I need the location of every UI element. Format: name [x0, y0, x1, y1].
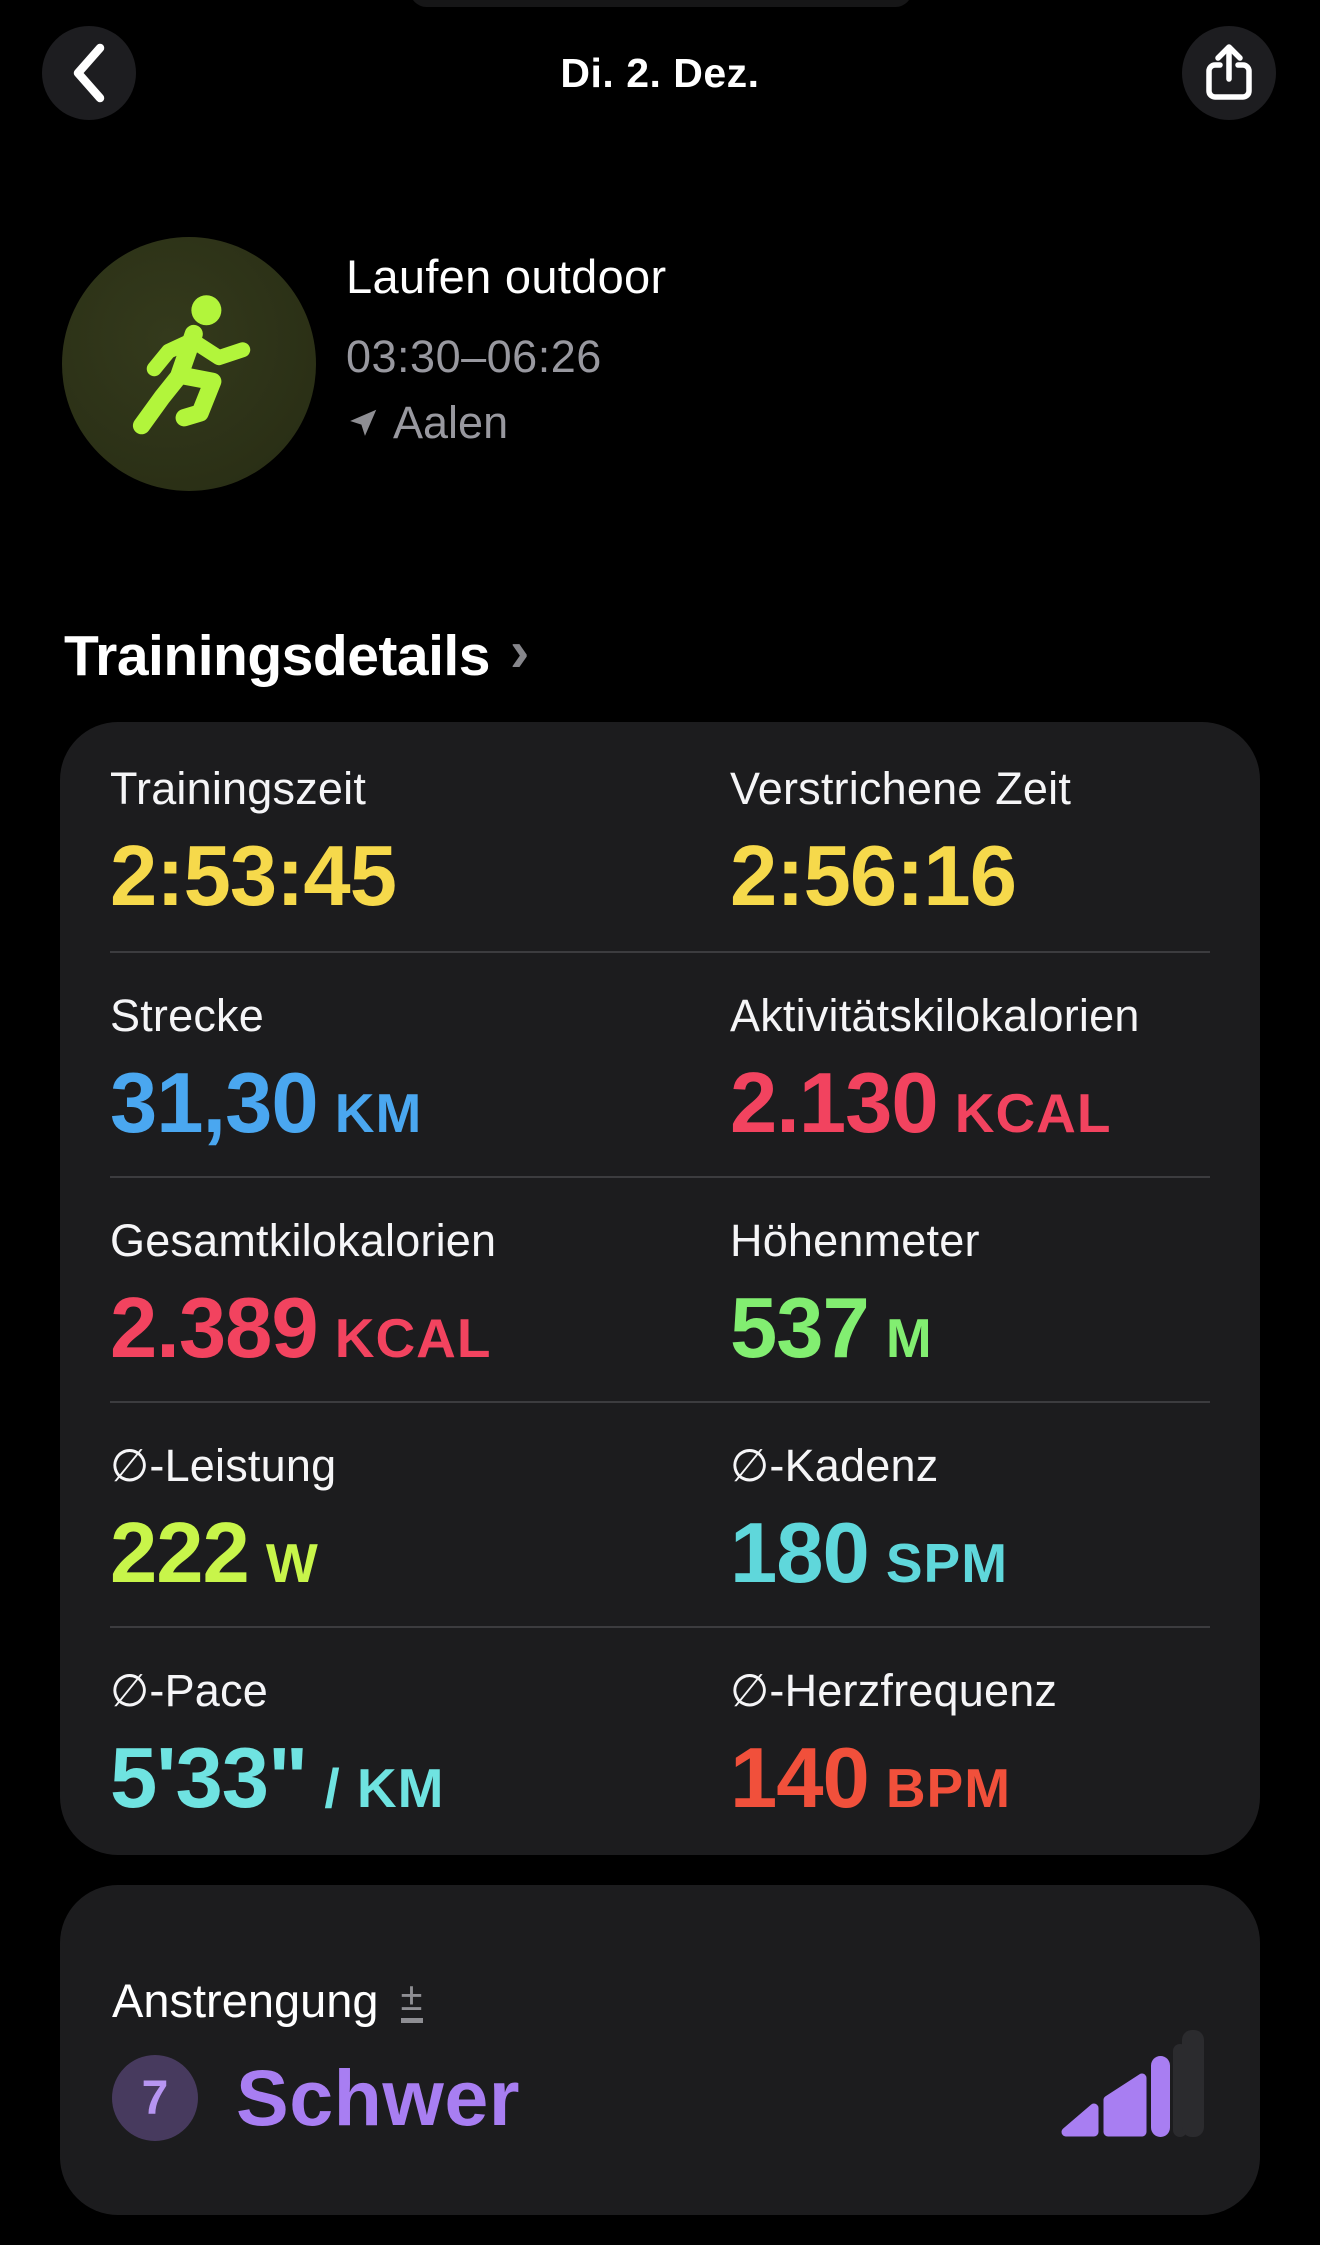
workout-location: Aalen: [346, 397, 666, 449]
share-icon: [1206, 44, 1252, 100]
share-button[interactable]: [1182, 26, 1276, 120]
stat-value: 180 SPM: [730, 1505, 1210, 1603]
stat-value: 2:53:45: [110, 828, 730, 926]
stat-label: Strecke: [110, 990, 264, 1041]
stat-label: Trainingszeit: [110, 763, 367, 814]
stat-label: Höhenmeter: [730, 1215, 980, 1266]
stat-value: 2.130 KCAL: [730, 1055, 1210, 1153]
stat-cell: Höhenmeter 537 M: [730, 1176, 1210, 1401]
stats-grid: Trainingszeit 2:53:45 Verstrichene Zeit 2:5…: [60, 722, 1260, 1855]
stat-value: 31,30 KM: [110, 1055, 730, 1153]
stat-value: 222 W: [110, 1505, 730, 1603]
stat-unit: KCAL: [334, 1306, 492, 1369]
stat-number: 5'33": [110, 1730, 308, 1826]
effort-bars-icon: [1061, 2030, 1204, 2137]
stat-label: Aktivitätskilokalorien: [730, 990, 1140, 1041]
stat-value: 140 BPM: [730, 1730, 1210, 1828]
stat-unit: / KM: [324, 1756, 445, 1819]
stat-label: Gesamtkilokalorien: [110, 1215, 497, 1266]
stat-number: 2:56:16: [730, 828, 1017, 924]
stat-number: 180: [730, 1505, 870, 1601]
stat-unit: KCAL: [954, 1081, 1112, 1144]
stat-value: 2.389 KCAL: [110, 1280, 730, 1378]
effort-header: Anstrengung ±: [112, 1973, 1204, 2028]
workout-activity: Laufen outdoor: [346, 250, 667, 303]
stat-unit: W: [265, 1531, 319, 1594]
stat-cell: Gesamtkilokalorien 2.389 KCAL: [110, 1176, 730, 1401]
stat-label: Verstrichene Zeit: [730, 763, 1072, 814]
stat-number: 31,30: [110, 1055, 319, 1151]
stat-number: 537: [730, 1280, 870, 1376]
stat-unit: BPM: [885, 1756, 1012, 1819]
effort-rating-label: Schwer: [236, 2053, 521, 2142]
stat-cell: ∅-Leistung 222 W: [110, 1401, 730, 1626]
page-title: Di. 2. Dez.: [560, 49, 760, 96]
training-details-link[interactable]: Trainingsdetails ›: [64, 618, 529, 693]
stat-cell: Trainingszeit 2:53:45: [110, 726, 730, 951]
dynamic-island: [410, 0, 912, 7]
stat-cell: Aktivitätskilokalorien 2.130 KCAL: [730, 951, 1210, 1176]
workout-header: Laufen outdoor 03:30–06:26 Aalen: [62, 237, 666, 491]
runner-icon: [132, 295, 251, 435]
workout-location-name: Aalen: [393, 397, 509, 448]
stat-value: 2:56:16: [730, 828, 1210, 926]
stat-unit: SPM: [885, 1531, 1009, 1594]
effort-rating-badge: 7: [112, 2055, 198, 2141]
stat-number: 2.130: [730, 1055, 939, 1151]
back-button[interactable]: [42, 26, 136, 120]
stat-unit: M: [885, 1306, 933, 1369]
stat-value: 537 M: [730, 1280, 1210, 1378]
chevron-right-icon: ›: [509, 619, 530, 684]
stat-number: 222: [110, 1505, 250, 1601]
location-arrow-icon: [350, 409, 377, 436]
stat-label: ∅-Pace: [110, 1665, 268, 1716]
stat-cell: Verstrichene Zeit 2:56:16: [730, 726, 1210, 951]
stat-number: 2.389: [110, 1280, 319, 1376]
stat-cell: ∅-Kadenz 180 SPM: [730, 1401, 1210, 1626]
stat-cell: ∅-Pace 5'33" / KM: [110, 1626, 730, 1851]
stat-cell: Strecke 31,30 KM: [110, 951, 730, 1176]
stat-number: 140: [730, 1730, 870, 1826]
stat-label: ∅-Herzfrequenz: [730, 1665, 1058, 1716]
effort-label: Anstrengung: [112, 1974, 379, 2027]
stat-label: ∅-Leistung: [110, 1440, 337, 1491]
stat-number: 2:53:45: [110, 828, 397, 924]
workout-time-range: 03:30–06:26: [346, 331, 602, 382]
chevron-left-icon: [73, 43, 105, 103]
activity-avatar: [62, 237, 316, 491]
workout-info: Laufen outdoor 03:30–06:26 Aalen: [346, 237, 666, 491]
effort-card[interactable]: Anstrengung ± 7 Schwer: [60, 1885, 1260, 2215]
stat-label: ∅-Kadenz: [730, 1440, 939, 1491]
stat-unit: KM: [334, 1081, 423, 1144]
effort-adjust-icon[interactable]: ±: [400, 1977, 423, 2023]
effort-value-row: 7 Schwer: [112, 2030, 1204, 2144]
stat-cell: ∅-Herzfrequenz 140 BPM: [730, 1626, 1210, 1851]
section-title: Trainingsdetails: [64, 623, 490, 688]
stat-value: 5'33" / KM: [110, 1730, 730, 1828]
